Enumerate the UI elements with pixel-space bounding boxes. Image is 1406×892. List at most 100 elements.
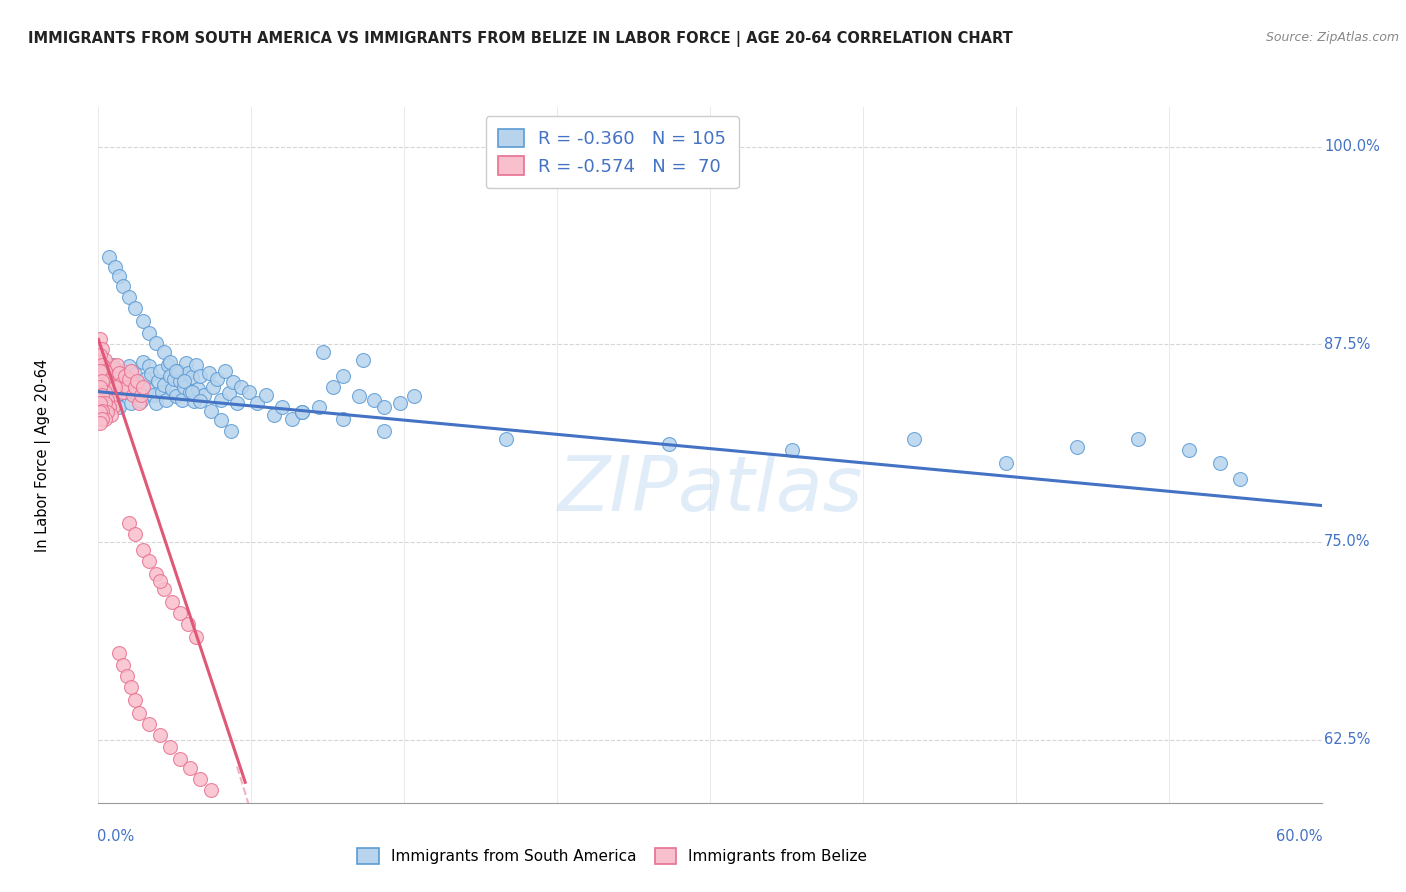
Point bbox=[91, 403, 114, 417]
Point bbox=[97, 250, 120, 264]
Point bbox=[101, 401, 124, 415]
Point bbox=[1229, 472, 1251, 486]
Point bbox=[105, 368, 128, 383]
Point bbox=[780, 443, 803, 458]
Point bbox=[181, 370, 204, 384]
Point bbox=[159, 368, 181, 383]
Point bbox=[238, 384, 260, 399]
Point bbox=[322, 380, 344, 394]
Point bbox=[89, 348, 111, 362]
Point bbox=[108, 401, 131, 415]
Point bbox=[150, 384, 173, 399]
Point bbox=[93, 411, 115, 425]
Point bbox=[97, 380, 120, 394]
Point bbox=[132, 313, 155, 327]
Point bbox=[149, 728, 172, 742]
Point bbox=[134, 372, 156, 386]
Point bbox=[93, 395, 115, 409]
Point bbox=[159, 354, 181, 368]
Point bbox=[91, 388, 114, 402]
Point bbox=[91, 358, 114, 372]
Point bbox=[129, 394, 152, 409]
Point bbox=[177, 617, 200, 632]
Point bbox=[170, 392, 193, 407]
Point bbox=[291, 405, 314, 419]
Point bbox=[349, 389, 371, 403]
Text: 60.0%: 60.0% bbox=[1277, 830, 1323, 844]
Point bbox=[89, 364, 111, 378]
Point bbox=[97, 384, 120, 399]
Point bbox=[115, 669, 138, 683]
Point bbox=[270, 401, 294, 415]
Point bbox=[93, 384, 115, 399]
Point bbox=[152, 345, 174, 359]
Point bbox=[1128, 432, 1150, 446]
Point bbox=[141, 368, 163, 382]
Point bbox=[122, 388, 145, 402]
Point bbox=[111, 658, 134, 673]
Point bbox=[373, 401, 395, 415]
Point bbox=[91, 342, 114, 356]
Point bbox=[120, 681, 142, 695]
Point bbox=[187, 382, 209, 396]
Point bbox=[145, 566, 167, 581]
Legend: Immigrants from South America, Immigrants from Belize: Immigrants from South America, Immigrant… bbox=[350, 840, 875, 871]
Point bbox=[120, 364, 142, 378]
Point bbox=[312, 345, 335, 359]
Point bbox=[128, 376, 150, 391]
Point bbox=[149, 574, 172, 589]
Point bbox=[1178, 443, 1201, 458]
Text: IMMIGRANTS FROM SOUTH AMERICA VS IMMIGRANTS FROM BELIZE IN LABOR FORCE | AGE 20-: IMMIGRANTS FROM SOUTH AMERICA VS IMMIGRA… bbox=[28, 31, 1012, 47]
Point bbox=[186, 630, 208, 644]
Point bbox=[156, 358, 179, 372]
Point bbox=[165, 364, 187, 378]
Point bbox=[114, 368, 136, 383]
Point bbox=[96, 374, 118, 388]
Point bbox=[132, 380, 155, 394]
Point bbox=[1066, 440, 1088, 454]
Point bbox=[108, 366, 131, 380]
Point bbox=[97, 401, 120, 415]
Point bbox=[145, 395, 167, 409]
Point bbox=[118, 372, 141, 386]
Point bbox=[205, 372, 228, 386]
Point bbox=[89, 405, 111, 419]
Text: 87.5%: 87.5% bbox=[1324, 337, 1371, 351]
Point bbox=[122, 384, 145, 399]
Point bbox=[118, 290, 141, 304]
Point bbox=[127, 374, 149, 388]
Text: In Labor Force | Age 20-64: In Labor Force | Age 20-64 bbox=[35, 359, 52, 551]
Point bbox=[124, 380, 146, 394]
Point bbox=[183, 394, 205, 409]
Point bbox=[89, 417, 111, 431]
Point bbox=[363, 392, 385, 407]
Point bbox=[155, 392, 177, 407]
Point bbox=[169, 751, 191, 765]
Point bbox=[165, 389, 187, 403]
Point bbox=[231, 380, 253, 394]
Point bbox=[138, 326, 160, 340]
Point bbox=[994, 456, 1017, 470]
Point bbox=[111, 384, 134, 399]
Point bbox=[128, 706, 150, 720]
Point bbox=[93, 364, 115, 378]
Point bbox=[108, 269, 131, 284]
Point bbox=[219, 424, 242, 438]
Point bbox=[97, 374, 120, 388]
Point bbox=[91, 374, 114, 388]
Point bbox=[160, 382, 183, 396]
Point bbox=[127, 388, 149, 402]
Point bbox=[114, 382, 136, 396]
Point bbox=[129, 388, 152, 402]
Text: ZIP​atlas: ZIP​atlas bbox=[557, 453, 863, 526]
Point bbox=[110, 386, 132, 401]
Point bbox=[163, 372, 186, 386]
Point bbox=[308, 401, 330, 415]
Point bbox=[100, 392, 122, 407]
Point bbox=[149, 364, 172, 378]
Point bbox=[201, 380, 224, 394]
Point bbox=[181, 384, 204, 399]
Point bbox=[389, 395, 412, 409]
Point bbox=[152, 582, 174, 597]
Point bbox=[495, 432, 517, 446]
